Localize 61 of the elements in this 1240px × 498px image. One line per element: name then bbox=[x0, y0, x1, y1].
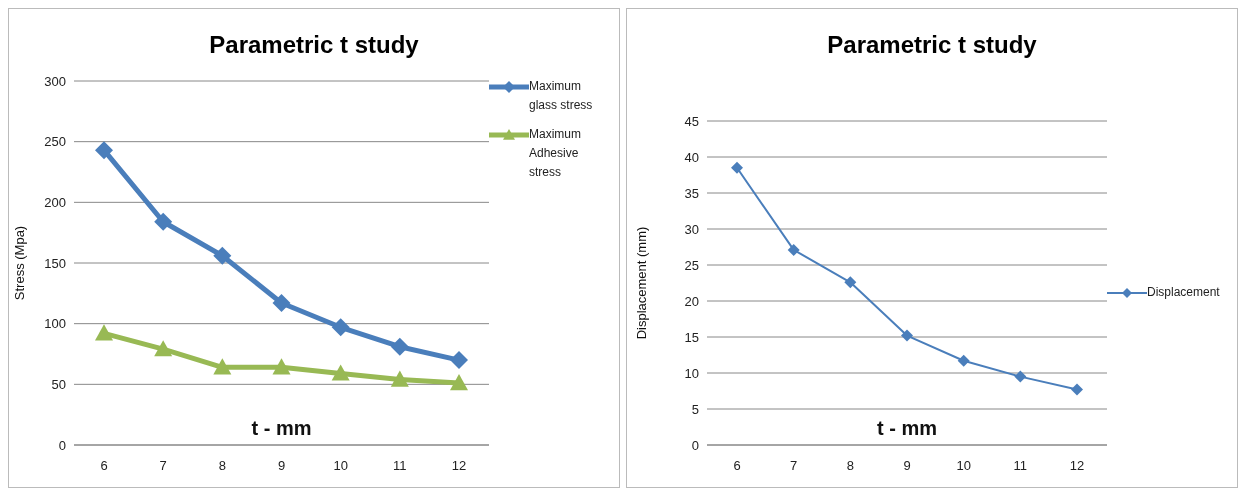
y-tick-label: 30 bbox=[684, 221, 699, 237]
y-tick-label: 25 bbox=[684, 257, 699, 273]
y-tick-label: 15 bbox=[684, 329, 699, 345]
y-axis-title: Displacement (mm) bbox=[633, 226, 649, 340]
legend-label: Maximum glass stress bbox=[529, 78, 594, 114]
y-tick-label: 250 bbox=[44, 134, 66, 150]
y-tick-label: 10 bbox=[684, 365, 699, 381]
y-tick-label: 300 bbox=[44, 73, 66, 89]
y-tick-label: 50 bbox=[51, 376, 66, 392]
point bbox=[272, 294, 291, 313]
y-tick-label: 35 bbox=[684, 185, 699, 201]
point bbox=[213, 358, 232, 375]
y-tick-label: 0 bbox=[691, 437, 699, 453]
point bbox=[731, 161, 743, 174]
y-tick-label: 150 bbox=[44, 255, 66, 271]
point bbox=[331, 318, 350, 337]
x-tick-label: 7 bbox=[159, 458, 167, 474]
x-tick-label: 12 bbox=[451, 458, 467, 474]
x-tick-label: 11 bbox=[393, 458, 407, 474]
point bbox=[844, 276, 857, 289]
x-axis-title: t - mm bbox=[877, 417, 937, 439]
point bbox=[450, 351, 468, 370]
point bbox=[154, 340, 173, 357]
point bbox=[95, 141, 113, 160]
y-tick-label: 200 bbox=[44, 194, 66, 210]
point bbox=[154, 212, 173, 231]
point bbox=[1014, 370, 1027, 383]
y-tick-label: 45 bbox=[684, 113, 699, 129]
x-tick-label: 8 bbox=[846, 458, 854, 474]
y-axis-title: Stress (Mpa) bbox=[11, 225, 27, 301]
x-axis-title: t - mm bbox=[251, 417, 312, 439]
legend-label: Displacement bbox=[1147, 283, 1220, 301]
y-tick-label: 0 bbox=[58, 437, 66, 453]
x-tick-label: 11 bbox=[1013, 458, 1028, 474]
point bbox=[390, 337, 409, 356]
point bbox=[272, 358, 291, 375]
x-tick-label: 9 bbox=[903, 458, 911, 474]
x-tick-label: 10 bbox=[333, 458, 348, 474]
point bbox=[901, 329, 913, 342]
x-tick-label: 12 bbox=[1069, 458, 1085, 474]
point bbox=[213, 246, 232, 265]
y-tick-label: 40 bbox=[684, 149, 699, 165]
x-tick-label: 10 bbox=[956, 458, 971, 474]
x-tick-label: 7 bbox=[790, 458, 798, 474]
x-tick-label: 8 bbox=[218, 458, 226, 474]
point bbox=[1071, 383, 1083, 396]
point bbox=[95, 324, 113, 341]
x-tick-label: 6 bbox=[733, 458, 741, 474]
legend-label: Maximum Adhesive stress bbox=[529, 126, 582, 181]
y-tick-label: 5 bbox=[691, 401, 699, 417]
point bbox=[787, 243, 800, 256]
point bbox=[331, 364, 350, 381]
y-tick-label: 20 bbox=[684, 293, 699, 309]
chart-title: Parametric t study bbox=[208, 31, 420, 60]
y-tick-label: 100 bbox=[44, 316, 66, 332]
point bbox=[450, 374, 468, 391]
x-tick-label: 9 bbox=[277, 458, 286, 474]
point bbox=[390, 370, 409, 387]
point bbox=[957, 354, 970, 367]
chart-title: Parametric t study bbox=[826, 31, 1038, 60]
x-tick-label: 6 bbox=[100, 458, 108, 474]
